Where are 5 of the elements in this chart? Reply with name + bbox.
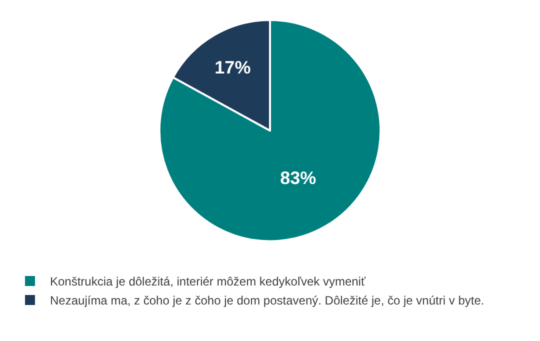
data-label: 83% (280, 168, 316, 188)
legend-label: Nezaujíma ma, z čoho je z čoho je dom postavený. Dôležité je, čo je vnútri v byte. (50, 294, 484, 308)
data-label: 17% (214, 58, 251, 78)
legend-label: Konštrukcia je dôležitá, interiér môžem kedykoľvek vymeniť (50, 274, 366, 289)
pie-slice (158, 19, 382, 242)
